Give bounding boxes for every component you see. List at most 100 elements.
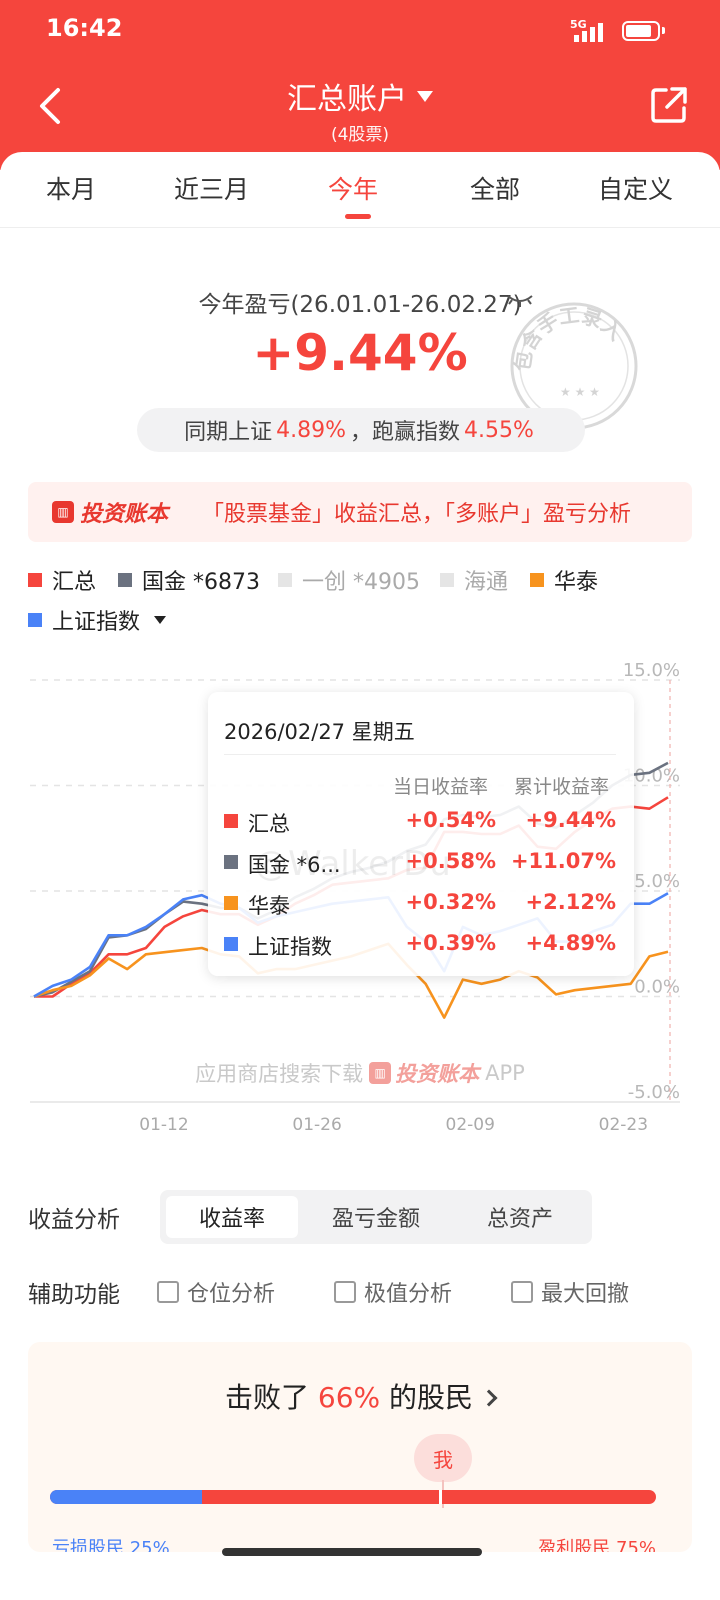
legend-swatch: [118, 573, 132, 587]
status-bar: 16:42 5G: [0, 0, 720, 62]
tooltip-daily: +0.39%: [405, 931, 496, 955]
y-tick-label: 0.0%: [634, 977, 680, 998]
segment-return-rate[interactable]: 收益率: [166, 1196, 298, 1238]
tab-three-months[interactable]: 近三月: [174, 175, 250, 204]
legend-item-shanghai-index[interactable]: 上证指数: [28, 604, 167, 636]
tooltip-cumulative: +4.89%: [525, 931, 616, 955]
beat-investors-card[interactable]: 击败了 66% 的股民 我 亏损股民 25% 盈利股民 75%: [28, 1342, 692, 1552]
distribution-bar: [50, 1490, 656, 1504]
tooltip-row: 上证指数 +0.39% +4.89%: [224, 929, 616, 959]
account-selector[interactable]: 汇总账户 (4股票): [160, 74, 560, 145]
app-header: 16:42 5G 汇总账户 (4股票): [0, 0, 720, 170]
logo-chart-icon: ▥: [52, 501, 74, 523]
chart-tooltip: 2026/02/27 星期五 当日收益率 累计收益率 @WalkerDu 汇总 …: [208, 692, 634, 976]
content-panel: 本月 近三月 今年 全部 自定义 今年盈亏(26.01.01-26.02.27)…: [0, 152, 720, 1600]
legend-item-huatai[interactable]: 华泰: [530, 564, 598, 596]
home-indicator[interactable]: [222, 1548, 482, 1556]
x-tick-label: 02-09: [446, 1115, 495, 1135]
tab-custom[interactable]: 自定义: [598, 175, 674, 204]
tooltip-swatch: [224, 855, 238, 869]
checkbox-icon: [511, 1281, 533, 1303]
legend-item-haitong[interactable]: 海通: [440, 564, 508, 596]
page-title: 汇总账户: [287, 82, 407, 117]
tooltip-swatch: [224, 937, 238, 951]
me-marker: 我: [414, 1434, 472, 1482]
status-time: 16:42: [46, 14, 123, 42]
eye-closed-icon[interactable]: [506, 292, 534, 308]
tooltip-watermark: @WalkerDu: [254, 844, 451, 884]
loss-investors-label: 亏损股民 25%: [52, 1538, 170, 1552]
period-tabs: 本月 近三月 今年 全部 自定义: [0, 152, 720, 228]
tooltip-cumulative: +2.12%: [525, 890, 616, 914]
compare-prefix: 同期上证: [184, 420, 273, 445]
signal-icon: 5G: [570, 18, 612, 44]
segment-profit-amount[interactable]: 盈亏金额: [331, 1207, 420, 1232]
legend-label: 上证指数: [52, 610, 141, 635]
checkbox-position-analysis[interactable]: 仓位分析: [157, 1276, 275, 1308]
checkbox-extreme-analysis[interactable]: 极值分析: [334, 1276, 452, 1308]
beat-suffix: 的股民: [389, 1381, 474, 1414]
legend-item-summary[interactable]: 汇总: [28, 564, 96, 596]
x-tick-label: 01-12: [139, 1115, 188, 1135]
tooltip-col-cumulative: 累计收益率: [514, 776, 610, 798]
index-compare-pill: 同期上证 4.89% ，跑赢指数 4.55%: [137, 408, 585, 452]
compare-mid: ，跑赢指数: [350, 420, 461, 445]
tooltip-swatch: [224, 896, 238, 910]
legend-swatch: [530, 573, 544, 587]
tooltip-divider: [224, 754, 616, 755]
tooltip-row: 华泰 +0.32% +2.12%: [224, 888, 616, 918]
back-arrow-icon[interactable]: [28, 82, 76, 130]
tooltip-series-name: 华泰: [248, 894, 290, 918]
logo-chart-icon: ▥: [369, 1062, 392, 1084]
legend-item-yichuang[interactable]: 一创 *4905: [278, 564, 420, 596]
legend-swatch: [440, 573, 454, 587]
legend-swatch: [28, 613, 42, 627]
tooltip-series-name: 国金 *6...: [248, 853, 341, 877]
active-tab-indicator: [345, 214, 371, 219]
tab-all[interactable]: 全部: [470, 175, 521, 204]
battery-icon: [622, 21, 665, 41]
caret-down-icon: [417, 90, 433, 102]
app-logo: ▥ 投资账本: [52, 496, 168, 528]
legend-label: 汇总: [52, 570, 97, 595]
legend-label: 华泰: [554, 570, 599, 595]
me-position-gap: [439, 1490, 442, 1504]
tooltip-row: 国金 *6... +0.58% +11.07%: [224, 847, 616, 877]
stamp-text: 包含手工录入: [510, 303, 627, 373]
beat-title: 击败了 66% 的股民: [28, 1376, 692, 1416]
tab-this-year[interactable]: 今年: [328, 175, 379, 204]
x-tick-label: 01-26: [292, 1115, 341, 1135]
legend-swatch: [28, 573, 42, 587]
tooltip-cumulative: +11.07%: [510, 849, 616, 873]
tooltip-row: 汇总 +0.54% +9.44%: [224, 806, 616, 836]
tooltip-series-name: 上证指数: [248, 935, 332, 959]
share-icon[interactable]: [650, 86, 688, 124]
checkbox-max-drawdown[interactable]: 最大回撤: [511, 1276, 629, 1308]
loss-segment: [50, 1490, 202, 1504]
network-label: 5G: [570, 18, 587, 31]
svg-text:★ ★ ★: ★ ★ ★: [560, 385, 600, 399]
watermark-logo: ▥ 投资账本: [369, 1058, 479, 1088]
legend-item-guojin[interactable]: 国金 *6873: [118, 564, 260, 596]
promo-text: 「股票基金」收益汇总，「多账户」盈亏分析: [202, 502, 632, 527]
tooltip-daily: +0.32%: [405, 890, 496, 914]
tooltip-daily: +0.58%: [405, 849, 496, 873]
checkbox-label: 仓位分析: [187, 1282, 276, 1307]
promo-banner[interactable]: ▥ 投资账本 「股票基金」收益汇总，「多账户」盈亏分析: [28, 482, 692, 542]
legend-label: 一创 *4905: [302, 570, 420, 595]
checkbox-icon: [157, 1281, 179, 1303]
tab-this-month[interactable]: 本月: [46, 175, 97, 204]
tooltip-date: 2026/02/27 星期五: [224, 720, 415, 744]
checkbox-label: 最大回撤: [541, 1282, 630, 1307]
y-tick-label: 15.0%: [623, 660, 680, 681]
checkbox-icon: [334, 1281, 356, 1303]
caret-down-icon: [154, 616, 167, 624]
chevron-right-icon: [480, 1389, 498, 1407]
svg-text:包含手工录入: 包含手工录入: [510, 303, 627, 373]
analysis-segmented-control: 收益率 盈亏金额 总资产: [160, 1190, 592, 1244]
y-tick-label: -5.0%: [628, 1082, 680, 1103]
legend-label: 海通: [464, 570, 509, 595]
promo-logo-text: 投资账本: [80, 502, 169, 527]
segment-total-assets[interactable]: 总资产: [486, 1207, 553, 1232]
tooltip-series-name: 汇总: [248, 812, 290, 836]
